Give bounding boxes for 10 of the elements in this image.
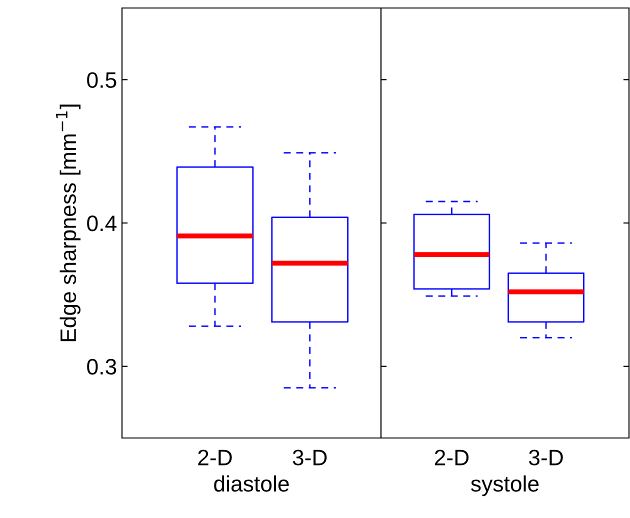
x-tick-label: 3-D [292,450,327,466]
x-tick-label: 2-D [434,450,469,466]
y-tick-label: 0.3 [87,358,116,375]
x-axis-title: systole [471,475,539,496]
y-tick-label: 0.4 [87,216,116,232]
y-tick-label: 0.5 [87,72,116,88]
y-axis-title: Edge sharpness [mm$^{−1}$] [56,104,80,342]
x-axis-title: diastole [214,475,289,492]
x-tick-label: 2-D [198,450,232,466]
x-tick-label: 3-D [528,450,563,466]
